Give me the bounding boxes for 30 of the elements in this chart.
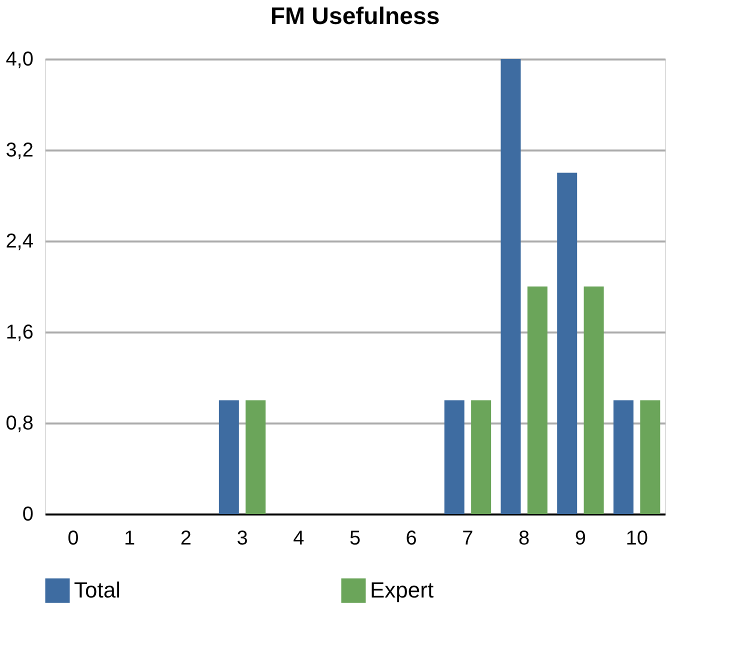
y-tick-label: 0,8 — [6, 412, 34, 434]
x-tick-label: 8 — [518, 528, 530, 550]
legend-label: Total — [74, 578, 120, 603]
x-tick-label: 0 — [68, 528, 79, 550]
x-tick-label: 9 — [574, 528, 586, 550]
x-tick-label: 2 — [180, 528, 192, 550]
bar — [613, 400, 634, 514]
bar — [500, 59, 521, 514]
x-tick-label: 10 — [626, 528, 648, 550]
y-tick-label: 4,0 — [6, 48, 34, 70]
bar — [584, 286, 604, 514]
legend-label: Expert — [370, 578, 434, 603]
bar — [218, 400, 239, 514]
bar — [471, 400, 492, 514]
chart-title: FM Usefulness — [270, 3, 440, 30]
y-tick-label: 1,6 — [6, 322, 34, 344]
y-tick-label: 2,4 — [6, 230, 34, 252]
x-tick-label: 7 — [462, 528, 474, 550]
bar — [557, 172, 578, 514]
x-tick-label: 1 — [124, 528, 136, 550]
bar — [527, 286, 548, 514]
y-tick-label: 3,2 — [6, 140, 34, 162]
x-tick-label: 3 — [236, 528, 248, 550]
x-tick-label: 6 — [406, 528, 417, 550]
x-tick-label: 4 — [293, 528, 304, 550]
y-tick-label: 0 — [22, 504, 34, 526]
bar — [640, 400, 660, 514]
bar — [444, 400, 464, 514]
bar — [246, 400, 266, 514]
x-tick-label: 5 — [349, 528, 361, 550]
